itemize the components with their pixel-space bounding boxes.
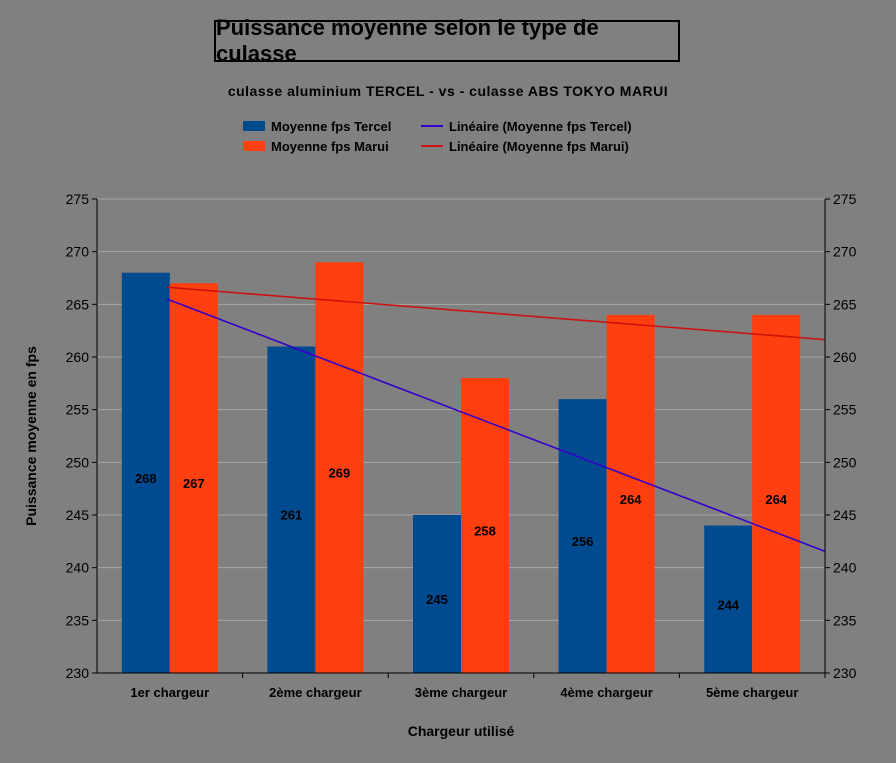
- data-label-marui: 267: [183, 476, 205, 491]
- data-label-marui: 264: [765, 492, 787, 507]
- bar-tercel: [121, 272, 170, 673]
- bar-tercel: [558, 399, 607, 673]
- x-tick-label: 5ème chargeur: [706, 685, 799, 700]
- y-tick-label-right: 230: [833, 665, 857, 681]
- y-tick-label-right: 270: [833, 244, 857, 260]
- legend-label-trend-marui: Linéaire (Moyenne fps Marui): [449, 138, 629, 154]
- y-tick-label-left: 230: [66, 665, 90, 681]
- legend-swatch-marui: [243, 141, 265, 151]
- x-axis-title: Chargeur utilisé: [408, 723, 515, 739]
- y-tick-label-left: 275: [66, 191, 90, 207]
- y-tick-label-left: 260: [66, 349, 90, 365]
- trendlines: [166, 286, 826, 553]
- y-tick-label-right: 265: [833, 296, 857, 312]
- bars: [121, 262, 801, 673]
- legend-item-trend-tercel: Linéaire (Moyenne fps Tercel): [421, 117, 632, 135]
- y-axis-title: Puissance moyenne en fps: [23, 346, 39, 526]
- y-tick-label-right: 250: [833, 454, 857, 470]
- legend-label-tercel: Moyenne fps Tercel: [271, 118, 392, 134]
- bar-marui: [752, 314, 801, 673]
- x-tick-label: 1er chargeur: [130, 685, 209, 700]
- y-tick-label-right: 255: [833, 402, 857, 418]
- data-label-tercel: 261: [281, 508, 303, 523]
- legend-line-trend-tercel: [421, 125, 443, 127]
- y-tick-label-left: 270: [66, 244, 90, 260]
- bar-marui: [606, 314, 655, 673]
- x-tick-label: 3ème chargeur: [415, 685, 508, 700]
- data-label-tercel: 256: [572, 534, 594, 549]
- y-tick-label-left: 235: [66, 612, 90, 628]
- trendline-marui: [166, 286, 826, 341]
- legend: Moyenne fps Tercel Moyenne fps Marui Lin…: [243, 117, 683, 157]
- bar-tercel: [413, 515, 461, 673]
- data-label-marui: 269: [329, 466, 351, 481]
- data-label-marui: 264: [620, 492, 642, 507]
- y-tick-label-right: 275: [833, 191, 857, 207]
- bar-marui: [315, 262, 364, 673]
- y-tick-label-right: 245: [833, 507, 857, 523]
- data-labels: 268 267 261 269 245 258 256 264 244 264: [135, 466, 788, 613]
- bar-marui: [169, 283, 218, 673]
- legend-item-tercel: Moyenne fps Tercel: [243, 117, 391, 135]
- chart-title: Puissance moyenne selon le type de culas…: [214, 15, 680, 66]
- y-tick-label-left: 255: [66, 402, 90, 418]
- data-label-tercel: 268: [135, 471, 157, 486]
- legend-item-trend-marui: Linéaire (Moyenne fps Marui): [421, 137, 629, 155]
- y-tick-label-right: 235: [833, 612, 857, 628]
- y-tick-label-left: 265: [66, 296, 90, 312]
- y-tick-label-left: 245: [66, 507, 90, 523]
- trendline-tercel: [166, 298, 826, 553]
- data-label-tercel: 244: [717, 597, 739, 612]
- legend-line-trend-marui: [421, 145, 443, 147]
- data-label-tercel: 245: [426, 592, 448, 607]
- x-tick-label: 4ème chargeur: [560, 685, 653, 700]
- y-tick-label-left: 240: [66, 560, 90, 576]
- x-tick-label: 2ème chargeur: [269, 685, 362, 700]
- legend-label-marui: Moyenne fps Marui: [271, 138, 389, 154]
- legend-swatch-tercel: [243, 121, 265, 131]
- bar-tercel: [267, 346, 316, 673]
- y-tick-label-right: 240: [833, 560, 857, 576]
- legend-item-marui: Moyenne fps Marui: [243, 137, 389, 155]
- legend-label-trend-tercel: Linéaire (Moyenne fps Tercel): [449, 118, 632, 134]
- bar-tercel: [704, 525, 753, 673]
- data-label-marui: 258: [474, 524, 496, 539]
- y-tick-label-right: 260: [833, 349, 857, 365]
- chart-subtitle: culasse aluminium TERCEL - vs - culasse …: [227, 83, 669, 99]
- y-tick-label-left: 250: [66, 454, 90, 470]
- axes: 230 230 235 235 240 240 245 245 250 250 255 255 260 2…: [66, 191, 857, 700]
